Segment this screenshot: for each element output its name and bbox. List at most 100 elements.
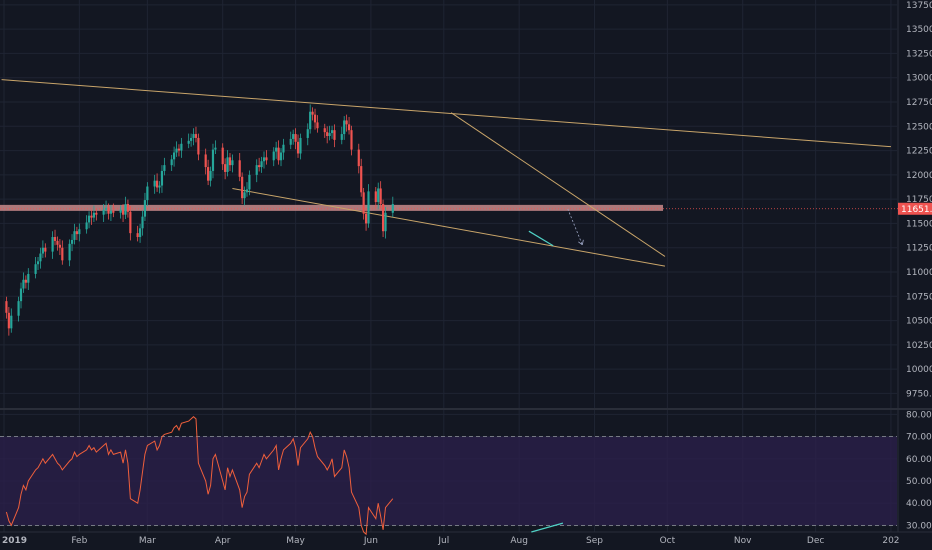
candle[interactable] xyxy=(279,148,283,167)
candle[interactable] xyxy=(323,123,326,138)
candle[interactable] xyxy=(306,123,309,146)
trendline-upper-resistance[interactable] xyxy=(1,79,891,148)
rsi-divergence[interactable] xyxy=(531,522,564,533)
candle[interactable] xyxy=(138,223,142,243)
candle[interactable] xyxy=(104,200,108,215)
candle[interactable] xyxy=(136,225,139,242)
candle[interactable] xyxy=(282,138,285,160)
price-axis[interactable]: 13750.0 13500.0 13250.0 13000.0 12750.0 12500… xyxy=(898,1,932,400)
candle[interactable] xyxy=(204,148,207,175)
candle[interactable] xyxy=(102,204,105,222)
candle[interactable] xyxy=(197,133,200,161)
candle[interactable] xyxy=(207,159,210,186)
candle[interactable] xyxy=(119,205,122,219)
candle[interactable] xyxy=(231,154,234,173)
candle[interactable] xyxy=(112,203,115,218)
candle[interactable] xyxy=(170,154,173,171)
candle[interactable] xyxy=(377,182,380,210)
candle[interactable] xyxy=(78,223,81,242)
last-price-tag[interactable] xyxy=(898,202,932,215)
candle[interactable] xyxy=(289,131,292,150)
candle[interactable] xyxy=(85,215,88,234)
candle[interactable] xyxy=(258,157,261,172)
candle[interactable] xyxy=(141,210,144,236)
candle[interactable] xyxy=(180,137,183,158)
trendline-wedge-upper[interactable] xyxy=(450,112,666,257)
candle[interactable] xyxy=(155,173,159,192)
candle[interactable] xyxy=(245,182,249,197)
candle[interactable] xyxy=(194,126,198,143)
candle[interactable] xyxy=(177,144,181,157)
rsi-line[interactable] xyxy=(5,416,394,536)
candle[interactable] xyxy=(143,192,147,221)
candle[interactable] xyxy=(272,147,275,167)
candle[interactable] xyxy=(260,156,263,173)
candle[interactable] xyxy=(61,240,64,265)
candle[interactable] xyxy=(190,133,193,147)
candle[interactable] xyxy=(7,306,10,336)
candle[interactable] xyxy=(292,129,295,145)
candle[interactable] xyxy=(192,128,195,146)
candle[interactable] xyxy=(70,234,74,252)
candle[interactable] xyxy=(24,275,27,289)
rsi-axis[interactable]: 80.00 70.00 60.00 50.00 40.00 30.00 xyxy=(906,410,932,531)
candle[interactable] xyxy=(362,187,365,220)
candle[interactable] xyxy=(173,146,176,167)
candle[interactable] xyxy=(124,196,127,220)
candle[interactable] xyxy=(211,143,215,179)
candle[interactable] xyxy=(5,296,8,319)
candle[interactable] xyxy=(10,308,13,333)
candle[interactable] xyxy=(340,126,343,145)
candle[interactable] xyxy=(68,239,71,267)
candle[interactable] xyxy=(187,133,190,149)
candle[interactable] xyxy=(34,256,37,279)
candle[interactable] xyxy=(175,141,178,157)
candle[interactable] xyxy=(53,229,57,246)
candle[interactable] xyxy=(265,150,268,165)
candle[interactable] xyxy=(360,158,363,197)
candle[interactable] xyxy=(350,125,353,156)
candle[interactable] xyxy=(19,282,23,309)
candle[interactable] xyxy=(255,159,258,183)
candle[interactable] xyxy=(17,296,20,322)
candle[interactable] xyxy=(22,272,25,293)
candle[interactable] xyxy=(262,151,266,169)
candle[interactable] xyxy=(121,204,125,222)
candle[interactable] xyxy=(241,172,244,204)
candle[interactable] xyxy=(36,256,40,271)
candle[interactable] xyxy=(309,104,312,134)
candle[interactable] xyxy=(364,207,368,231)
candle[interactable] xyxy=(56,236,59,251)
candle[interactable] xyxy=(158,181,161,194)
candle[interactable] xyxy=(224,158,227,180)
candle[interactable] xyxy=(160,165,164,193)
candle[interactable] xyxy=(311,107,314,121)
candle[interactable] xyxy=(275,141,278,159)
candle[interactable] xyxy=(294,128,297,150)
candle[interactable] xyxy=(316,115,319,133)
candle[interactable] xyxy=(51,231,54,259)
candle[interactable] xyxy=(277,140,280,165)
trendline-wedge-lower[interactable] xyxy=(232,187,666,267)
candle[interactable] xyxy=(384,206,387,239)
price-pane[interactable] xyxy=(0,79,898,336)
candle[interactable] xyxy=(214,140,217,154)
candle[interactable] xyxy=(75,226,78,240)
candle[interactable] xyxy=(126,199,130,218)
candle[interactable] xyxy=(374,187,377,208)
candle[interactable] xyxy=(39,247,42,269)
candle[interactable] xyxy=(343,116,346,140)
candle[interactable] xyxy=(226,150,229,177)
candle[interactable] xyxy=(238,153,241,182)
candle[interactable] xyxy=(379,181,382,209)
candle[interactable] xyxy=(129,205,132,241)
candle[interactable] xyxy=(367,184,370,228)
projection-arrow[interactable] xyxy=(567,208,583,245)
candle[interactable] xyxy=(313,108,317,130)
candle[interactable] xyxy=(73,223,76,245)
candle[interactable] xyxy=(299,133,302,160)
candle[interactable] xyxy=(153,174,156,194)
candle[interactable] xyxy=(333,124,336,148)
candle[interactable] xyxy=(146,182,149,206)
